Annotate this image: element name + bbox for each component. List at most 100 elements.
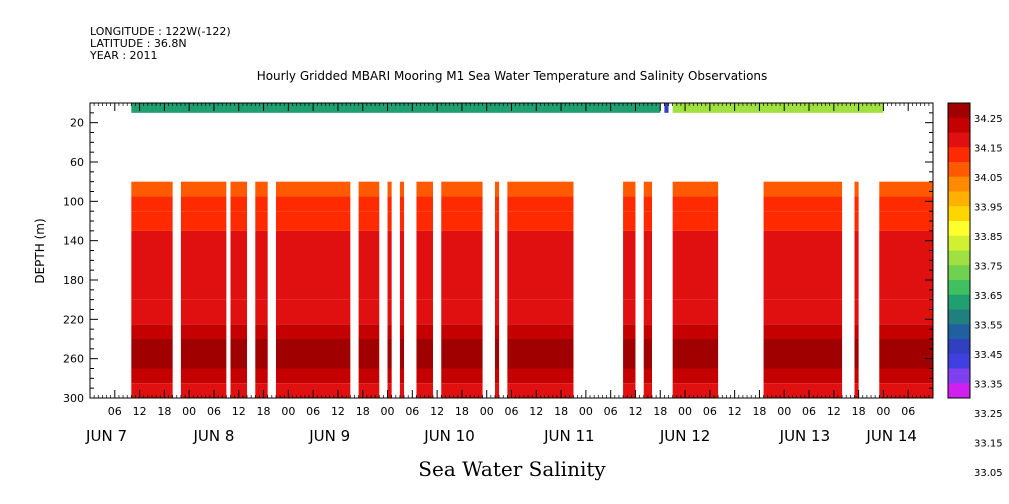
salinity-cell: [416, 230, 433, 300]
salinity-cell: [643, 324, 652, 339]
colorbar-label: 34.05: [974, 173, 1003, 184]
salinity-cell: [180, 299, 227, 325]
colorbar-label: 33.75: [974, 261, 1003, 272]
x-tick-label: 12: [728, 405, 742, 418]
salinity-cell: [854, 230, 859, 300]
colorbar-swatch: [948, 294, 970, 310]
colorbar-label: 33.85: [974, 232, 1003, 243]
x-tick-label: 18: [554, 405, 568, 418]
salinity-cell: [275, 324, 351, 339]
salinity-cell: [623, 196, 636, 212]
salinity-cell: [255, 299, 268, 325]
salinity-cell: [255, 211, 268, 231]
data-column: [358, 181, 380, 398]
data-column: [623, 181, 636, 398]
salinity-cell: [180, 383, 227, 398]
salinity-cell: [879, 324, 933, 339]
latitude-label: LATITUDE : 36.8N: [90, 37, 187, 50]
salinity-cell: [416, 181, 433, 197]
salinity-cell: [275, 299, 351, 325]
data-column: [494, 181, 500, 398]
salinity-cell: [623, 324, 636, 339]
salinity-cell: [854, 299, 859, 325]
salinity-cell: [255, 383, 268, 398]
salinity-cell: [255, 230, 268, 300]
salinity-cell: [507, 383, 574, 398]
data-column: [230, 181, 248, 398]
colorbar-swatch: [948, 235, 970, 251]
salinity-cell: [441, 211, 483, 231]
salinity-cell: [441, 230, 483, 300]
salinity-cell: [643, 368, 652, 384]
y-tick-label: 60: [70, 156, 84, 169]
salinity-cell: [399, 383, 405, 398]
x-tick-label: 00: [678, 405, 692, 418]
x-tick-label: 18: [653, 405, 667, 418]
salinity-cell: [131, 339, 173, 369]
salinity-cell: [255, 196, 268, 212]
salinity-cell: [230, 299, 248, 325]
salinity-cell: [623, 230, 636, 300]
bottom-caption: Sea Water Salinity: [418, 457, 606, 481]
colorbar-swatch: [948, 162, 970, 178]
x-tick-label: 00: [381, 405, 395, 418]
data-column: [255, 181, 268, 398]
salinity-cell: [879, 230, 933, 300]
salinity-cell: [275, 211, 351, 231]
data-column: [131, 181, 173, 398]
salinity-cell: [275, 196, 351, 212]
salinity-cell: [763, 368, 843, 384]
salinity-cell: [358, 339, 380, 369]
salinity-cell: [387, 196, 392, 212]
colorbar-swatch: [948, 103, 970, 119]
salinity-cell: [230, 368, 248, 384]
salinity-cell: [230, 230, 248, 300]
x-tick-label: 18: [455, 405, 469, 418]
colorbar-swatch: [948, 368, 970, 384]
colorbar-label: 33.05: [974, 468, 1003, 479]
salinity-cell: [763, 339, 843, 369]
salinity-cell: [879, 196, 933, 212]
x-tick-label: 06: [703, 405, 717, 418]
colorbar-swatch: [948, 265, 970, 281]
salinity-cell: [358, 181, 380, 197]
salinity-cell: [643, 211, 652, 231]
colorbar-swatch: [948, 176, 970, 192]
salinity-cell: [879, 383, 933, 398]
salinity-cell: [854, 383, 859, 398]
plot-area: [131, 103, 933, 398]
x-day-label: JUN 9: [308, 427, 350, 445]
salinity-cell: [131, 181, 173, 197]
data-column: [763, 181, 843, 398]
salinity-cell: [854, 324, 859, 339]
salinity-cell: [763, 196, 843, 212]
salinity-cell: [416, 324, 433, 339]
salinity-cell: [399, 196, 405, 212]
colorbar-swatch: [948, 353, 970, 369]
x-tick-label: 00: [579, 405, 593, 418]
data-column: [387, 181, 392, 398]
salinity-cell: [494, 181, 500, 197]
salinity-cell: [358, 324, 380, 339]
salinity-cell: [672, 324, 719, 339]
x-day-label: JUN 14: [865, 427, 916, 445]
x-tick-label: 18: [356, 405, 370, 418]
x-tick-label: 12: [133, 405, 147, 418]
colorbar-frame: [947, 102, 971, 399]
salinity-cell: [358, 368, 380, 384]
data-column: [643, 181, 652, 398]
salinity-cell: [494, 383, 500, 398]
x-tick-label: 12: [430, 405, 444, 418]
salinity-cell: [494, 368, 500, 384]
salinity-cell: [180, 368, 227, 384]
salinity-cell: [879, 368, 933, 384]
y-tick-label: 20: [70, 117, 84, 130]
salinity-cell: [399, 324, 405, 339]
x-tick-label: 12: [232, 405, 246, 418]
colorbar-label: 33.15: [974, 438, 1003, 449]
salinity-cell: [507, 230, 574, 300]
x-day-label: JUN 10: [423, 427, 474, 445]
x-tick-label: 06: [604, 405, 618, 418]
x-day-label: JUN 7: [85, 427, 127, 445]
salinity-cell: [672, 230, 719, 300]
